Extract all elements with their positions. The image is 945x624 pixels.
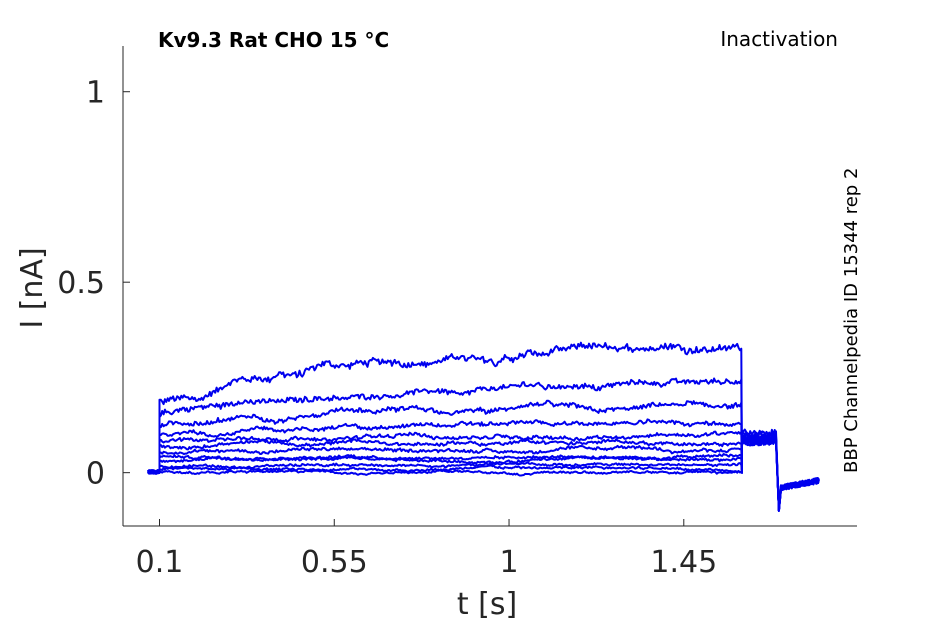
x-axis-label: t [s]: [457, 587, 517, 622]
current-trace-9: [147, 436, 820, 512]
x-tick-label: 0.55: [301, 545, 368, 580]
current-trace-7: [147, 436, 820, 512]
ticks: 0.1 0.55 1 1.45 0 0.5 1: [57, 76, 717, 580]
x-tick-label: 1.45: [650, 545, 717, 580]
current-trace-8: [147, 436, 820, 512]
traces: [146, 341, 820, 512]
current-trace-4: [147, 418, 820, 512]
current-trace-5: [146, 430, 820, 512]
current-trace-10: [146, 437, 820, 512]
side-note: BBP Channelpedia ID 15344 rep 2: [841, 168, 862, 473]
chart-title: Kv9.3 Rat CHO 15 °C: [158, 28, 389, 52]
current-trace-2: [147, 377, 820, 512]
current-trace-12: [147, 437, 820, 512]
x-tick-label: 0.1: [136, 545, 184, 580]
y-tick-label: 0: [86, 457, 105, 492]
chart-subtitle: Inactivation: [720, 27, 838, 51]
y-tick-label: 0.5: [57, 266, 105, 301]
y-axis-label: I [nA]: [15, 247, 50, 328]
current-trace-3: [147, 399, 820, 512]
current-trace-6: [147, 435, 820, 512]
axes: [122, 46, 857, 527]
current-trace-1: [147, 341, 820, 512]
current-trace-11: [147, 437, 820, 512]
y-tick-label: 1: [86, 76, 105, 111]
x-tick-label: 1: [499, 545, 518, 580]
